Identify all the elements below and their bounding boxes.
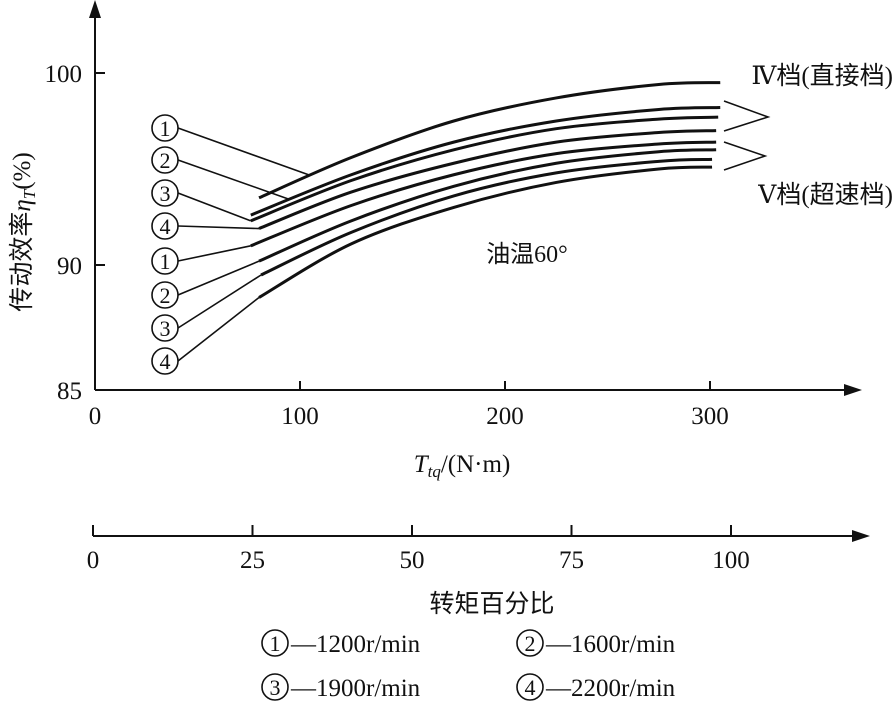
gear-iv-bracket: [723, 100, 771, 132]
series-marker-circle: [151, 114, 179, 142]
curve-v-2200: [258, 165, 713, 299]
curve-v-1200: [250, 140, 717, 248]
leader-line: [177, 245, 251, 262]
series-marker-label: 3: [160, 181, 171, 206]
leader-line: [177, 159, 291, 201]
x-axis-label: Ttq/(N·m): [414, 451, 511, 481]
gear-v-bracket: [723, 141, 768, 171]
axes: [89, 0, 862, 396]
legend-item: 1 —1200r/min: [261, 629, 421, 658]
legend-marker-circle: [516, 673, 544, 701]
secondary-tick-label: 0: [87, 547, 100, 574]
oil-temp-annotation: 油温60°: [486, 241, 568, 268]
curve-iv-1600: [250, 106, 721, 217]
y-tick-label: 85: [57, 378, 82, 405]
series-marker-label: 3: [160, 316, 171, 341]
legend-marker-label: 2: [525, 631, 536, 656]
gear-v-label: Ⅴ档(超速档): [757, 181, 893, 209]
y-axis-arrow: [89, 0, 101, 18]
curve-v-1900: [260, 157, 713, 277]
curve-v-1600: [258, 148, 717, 263]
legend-marker-circle: [516, 629, 544, 657]
curve-iv-2200: [258, 129, 717, 230]
series-marker-circle: [151, 146, 179, 174]
curve-iv-1900: [250, 115, 719, 223]
series-marker-label: 2: [160, 283, 171, 308]
legend-text: —1200r/min: [290, 631, 421, 658]
curve-iv-1200: [258, 81, 721, 200]
x-tick-label: 300: [691, 403, 729, 430]
secondary-tick-label: 50: [400, 547, 425, 574]
series-marker-label: 4: [160, 214, 171, 239]
y-tick-label: 100: [45, 61, 83, 88]
leader-line: [177, 260, 260, 296]
leader-line: [177, 192, 252, 222]
legend-marker-label: 4: [525, 675, 536, 700]
leader-line: [177, 127, 311, 177]
series-marker-circle: [151, 179, 179, 207]
secondary-tick-label: 75: [559, 547, 584, 574]
leader-line: [177, 274, 262, 329]
series-marker-label: 2: [160, 148, 171, 173]
series-marker-label: 4: [160, 349, 171, 374]
secondary-tick-label: 25: [240, 547, 265, 574]
legend-item: 3 —1900r/min: [261, 673, 421, 702]
series-marker-circle: [151, 314, 179, 342]
legend-item: 4 —2200r/min: [516, 673, 676, 702]
x-tick-label: 200: [486, 403, 524, 430]
series-marker-label: 1: [160, 249, 171, 274]
series-marker-circle: [151, 247, 179, 275]
series-marker-label: 1: [160, 116, 171, 141]
legend-marker-label: 1: [270, 631, 281, 656]
legend-text: —2200r/min: [545, 675, 676, 702]
x-tick-label: 100: [281, 403, 319, 430]
leader-line: [177, 296, 260, 362]
secondary-axis-label: 转矩百分比: [429, 590, 554, 618]
legend-marker-circle: [261, 673, 289, 701]
x-axis-arrow: [844, 384, 862, 396]
series-marker-circle: [151, 347, 179, 375]
legend-text: —1900r/min: [290, 675, 421, 702]
legend-text: —1600r/min: [545, 631, 676, 658]
legend-item: 2 —1600r/min: [516, 629, 676, 658]
leader-line: [177, 225, 260, 230]
legend-marker-label: 3: [270, 675, 281, 700]
secondary-tick-label: 100: [712, 547, 750, 574]
legend-marker-circle: [261, 629, 289, 657]
series-marker-circle: [151, 212, 179, 240]
series-marker-circle: [151, 281, 179, 309]
secondary-axis-arrow: [852, 530, 870, 542]
secondary-axis: [93, 530, 870, 542]
gear-iv-label: Ⅳ档(直接档): [751, 62, 893, 90]
y-axis-label: 传动效率ηT(%): [8, 152, 39, 311]
x-tick-label: 0: [89, 403, 102, 430]
y-tick-label: 90: [57, 253, 82, 280]
